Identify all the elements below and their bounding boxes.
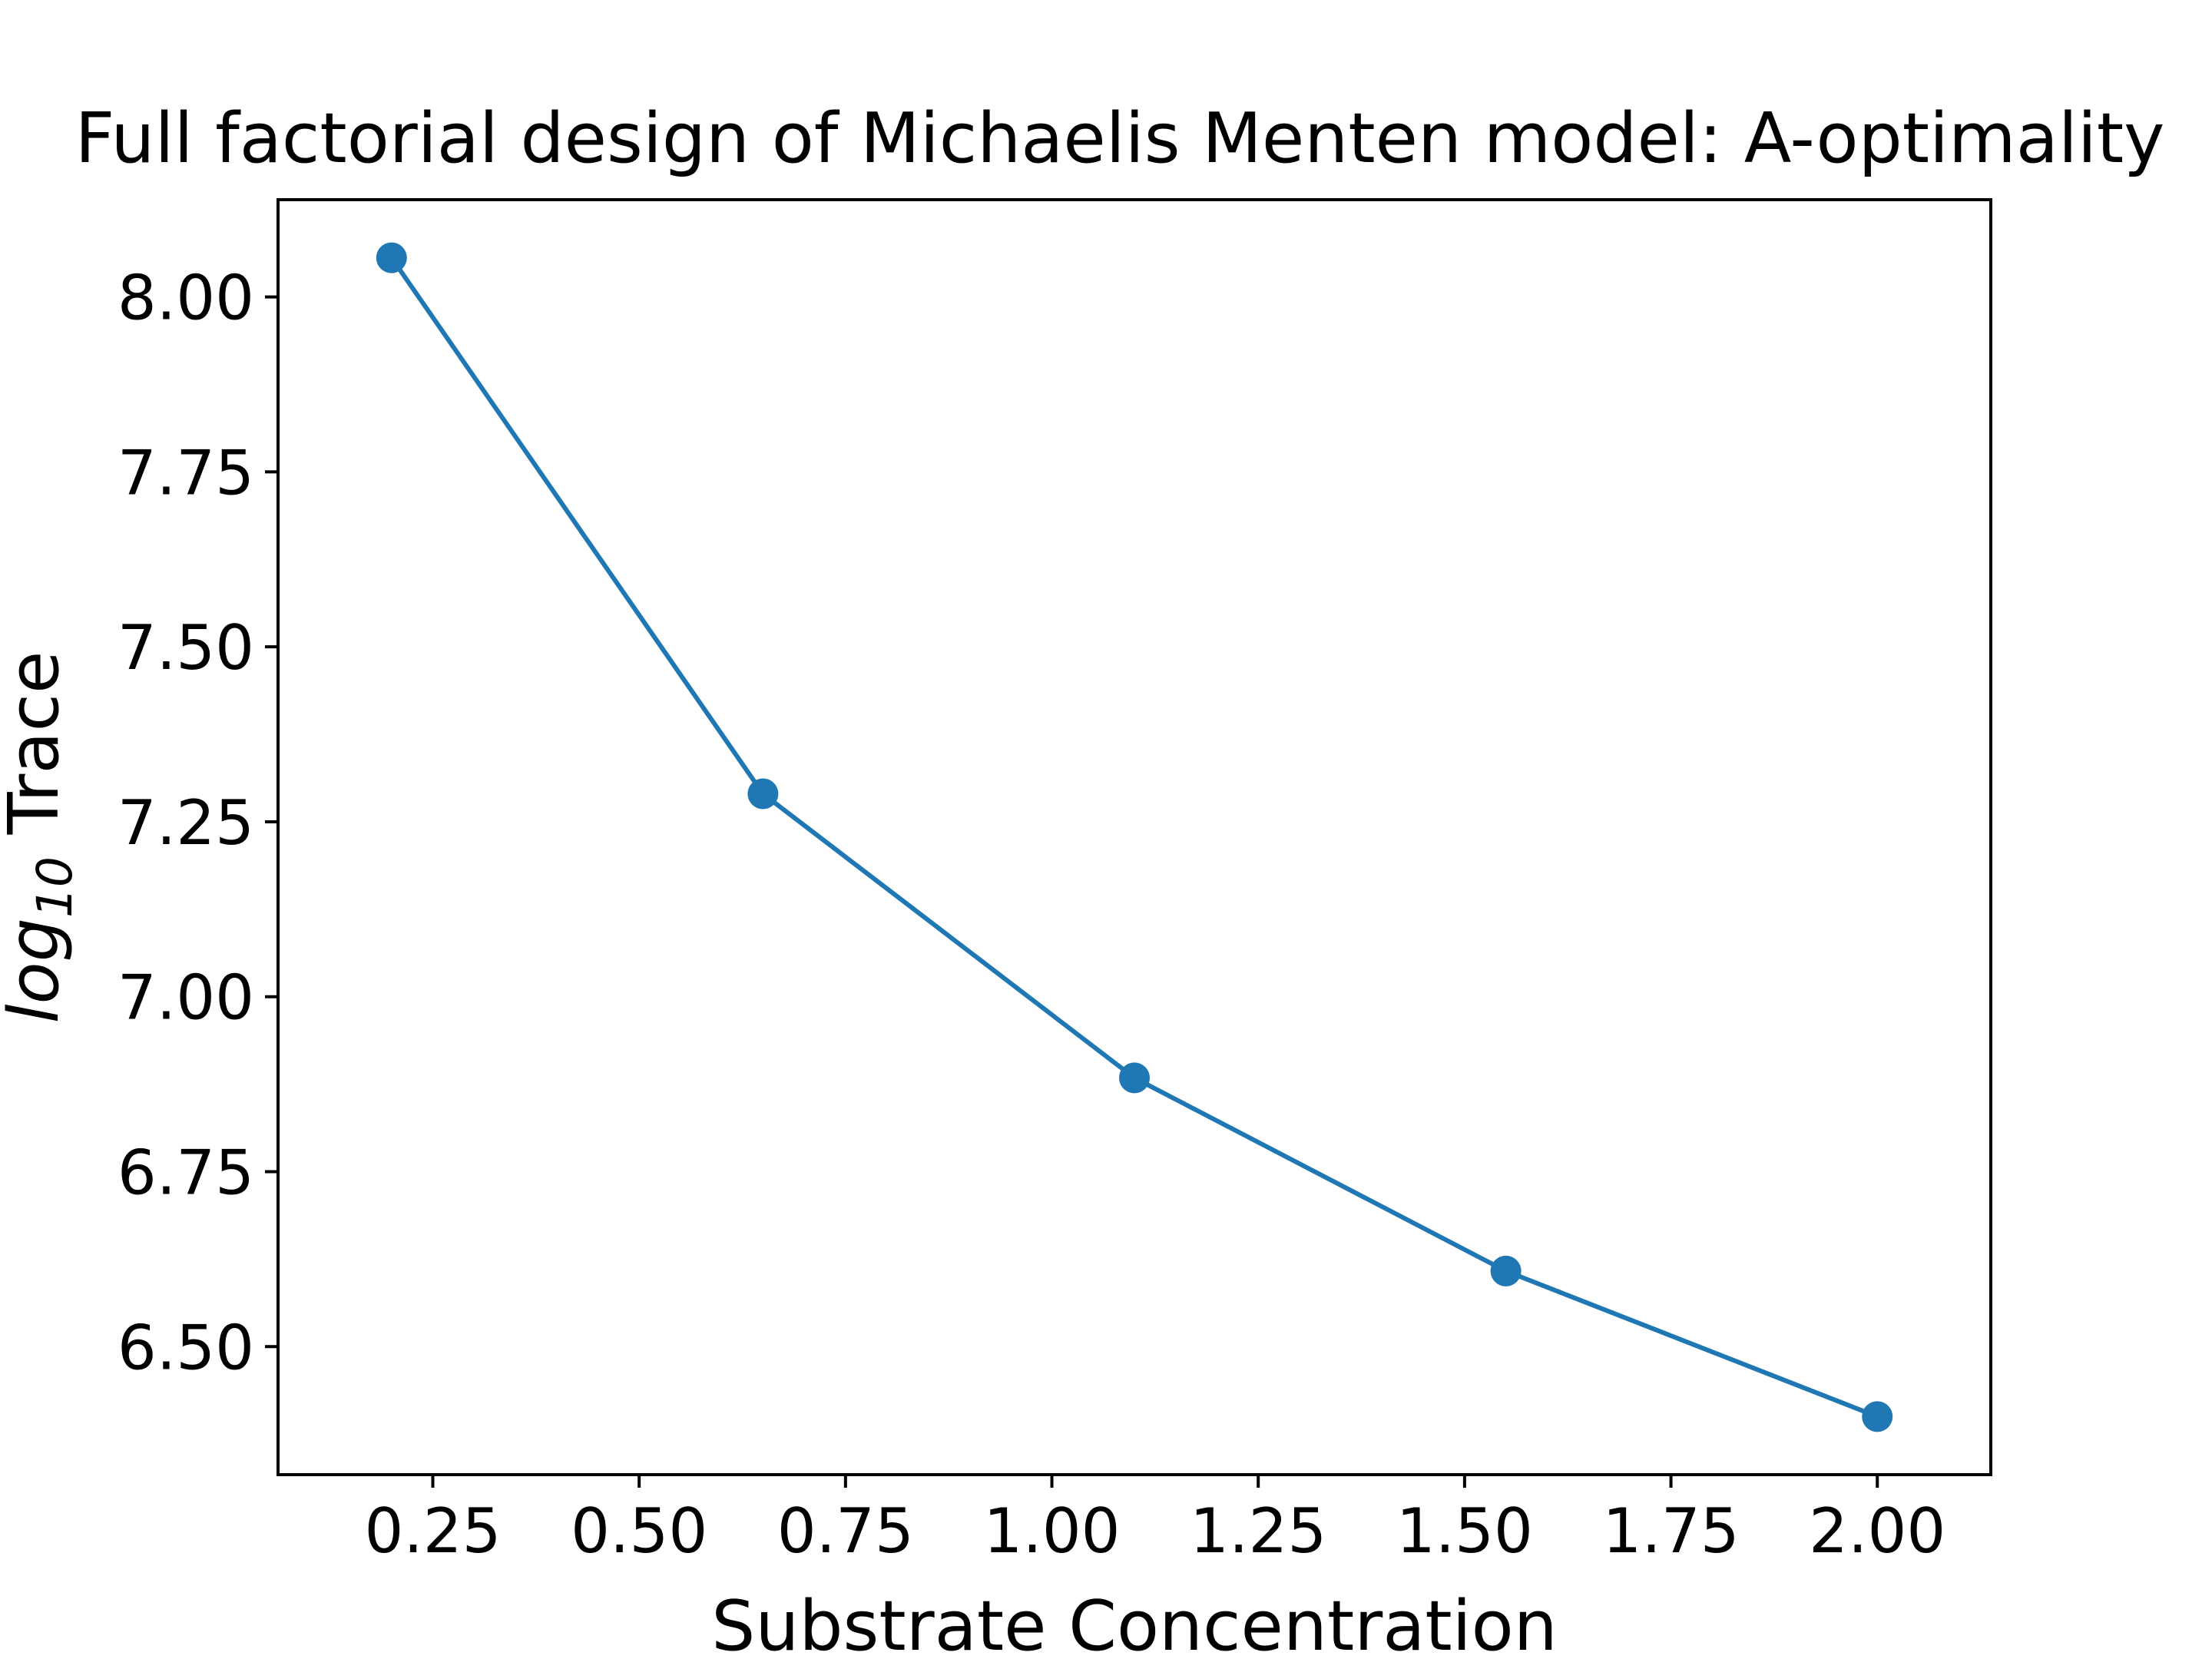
data-point bbox=[1490, 1255, 1522, 1286]
y-tick-label: 7.50 bbox=[118, 612, 254, 684]
x-tick-label: 0.25 bbox=[364, 1495, 501, 1567]
series-layer bbox=[376, 242, 1893, 1432]
data-point bbox=[376, 242, 407, 273]
y-tick-label: 6.75 bbox=[118, 1137, 254, 1208]
chart-title: Full factorial design of Michaelis Mente… bbox=[75, 98, 2165, 179]
y-axis-label-base: log bbox=[0, 918, 75, 1023]
x-axis-ticks: 0.25 0.50 0.75 1.00 1.25 1.50 1.75 2.00 bbox=[364, 1475, 1945, 1567]
x-tick-label: 2.00 bbox=[1809, 1495, 1945, 1567]
x-tick-label: 0.75 bbox=[777, 1495, 914, 1567]
x-tick-label: 1.00 bbox=[983, 1495, 1120, 1567]
axes-area bbox=[276, 198, 1992, 1476]
plot-area-frame bbox=[276, 198, 1992, 1476]
x-tick-label: 0.50 bbox=[571, 1495, 707, 1567]
x-axis-label: Substrate Concentration bbox=[711, 1586, 1558, 1659]
x-tick-label: 1.50 bbox=[1396, 1495, 1533, 1567]
x-tick-label: 1.25 bbox=[1190, 1495, 1326, 1567]
data-point bbox=[747, 778, 779, 810]
y-tick-label: 6.50 bbox=[118, 1312, 254, 1383]
y-axis-label: log10 Trace bbox=[0, 651, 83, 1024]
y-tick-label: 7.75 bbox=[118, 437, 254, 508]
y-tick-label: 7.25 bbox=[118, 787, 254, 859]
y-tick-label: 8.00 bbox=[118, 263, 254, 334]
y-axis-label-subscript: 10 bbox=[27, 856, 83, 918]
y-tick-label: 7.00 bbox=[118, 962, 254, 1034]
y-axis-ticks: 6.50 6.75 7.00 7.25 7.50 7.75 8.00 bbox=[118, 263, 278, 1383]
y-axis-label-suffix: Trace bbox=[0, 651, 75, 856]
x-tick-label: 1.75 bbox=[1602, 1495, 1739, 1567]
data-point bbox=[1862, 1401, 1893, 1432]
series-line bbox=[389, 255, 1880, 1419]
data-point bbox=[1119, 1062, 1150, 1094]
